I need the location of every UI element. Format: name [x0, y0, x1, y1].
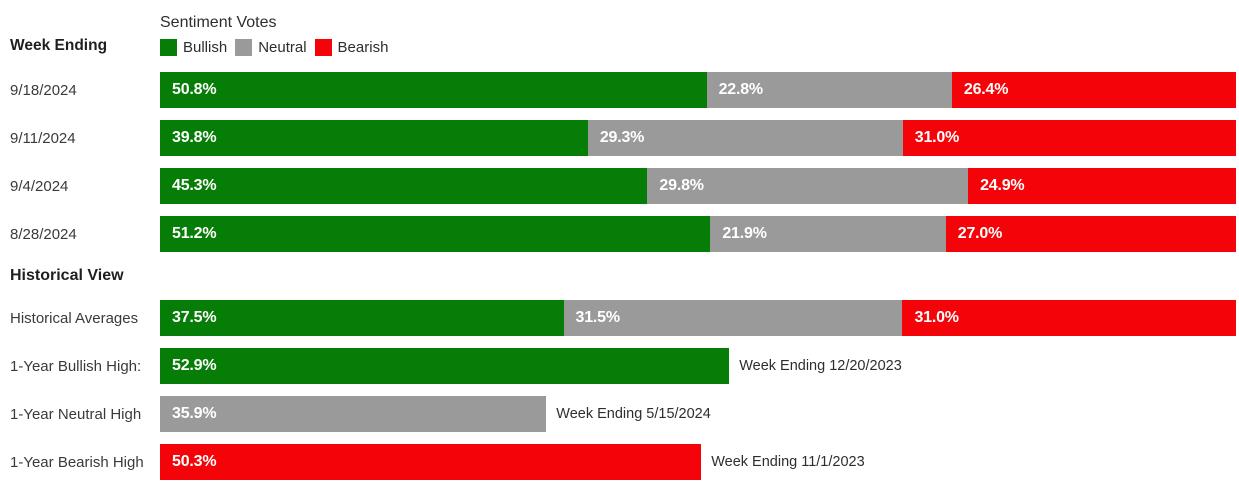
bullish-value-label: 50.8% [172, 81, 217, 98]
bullish-bar-segment: 45.3% [160, 168, 648, 204]
historical-averages-row: Historical Averages 37.5% 31.5% 31.0% [0, 294, 1239, 342]
bearish-value-label: 31.0% [914, 309, 959, 326]
title-and-legend: Sentiment Votes Bullish Neutral Bearish [160, 0, 1239, 66]
week-date-label: 9/18/2024 [10, 81, 77, 99]
neutral-value-label: 21.9% [722, 225, 767, 242]
neutral-bar-segment: 29.8% [647, 168, 969, 204]
week-ending-annotation: Week Ending 12/20/2023 [739, 358, 902, 374]
stacked-bar: 37.5% 31.5% 31.0% [160, 300, 1236, 336]
sentiment-row-week-2: 9/11/2024 39.8% 29.3% 31.0% [0, 114, 1239, 162]
legend-item-neutral: Neutral [235, 39, 307, 56]
stacked-bar: 50.8% 22.8% 26.4% [160, 72, 1236, 108]
bullish-high-label: 1-Year Bullish High: [10, 357, 142, 375]
neutral-bar-segment: 35.9% [160, 396, 547, 432]
bearish-value-label: 27.0% [957, 225, 1003, 242]
bullish-bar-segment: 51.2% [160, 216, 711, 252]
neutral-value-label: 35.9% [172, 405, 217, 422]
bearish-value-label: 26.4% [963, 81, 1009, 98]
legend: Bullish Neutral Bearish [160, 39, 1239, 56]
bullish-bar-segment: 37.5% [160, 300, 564, 336]
stacked-bar: 45.3% 29.8% 24.9% [160, 168, 1236, 204]
neutral-bar-segment: 21.9% [710, 216, 946, 252]
week-ending-annotation: Week Ending 11/1/2023 [711, 454, 865, 470]
legend-label-bullish: Bullish [183, 39, 228, 56]
single-bar: 50.3% Week Ending 11/1/2023 [160, 444, 1236, 480]
bullish-high-row: 1-Year Bullish High: 52.9% Week Ending 1… [0, 342, 1239, 390]
chart-title: Sentiment Votes [160, 14, 277, 31]
stacked-bar: 51.2% 21.9% 27.0% [160, 216, 1236, 252]
bearish-bar-segment: 24.9% [968, 168, 1236, 204]
bearish-bar-segment: 50.3% [160, 444, 702, 480]
legend-label-neutral: Neutral [258, 39, 307, 56]
bearish-value-label: 24.9% [980, 177, 1025, 194]
chart-header: Week Ending Sentiment Votes Bullish Neut… [0, 0, 1239, 66]
bullish-bar-segment: 52.9% [160, 348, 730, 384]
stacked-bar: 39.8% 29.3% 31.0% [160, 120, 1236, 156]
neutral-high-label: 1-Year Neutral High [10, 405, 142, 423]
sentiment-row-week-3: 9/4/2024 45.3% 29.8% 24.9% [0, 162, 1239, 210]
historical-averages-label: Historical Averages [10, 309, 139, 327]
week-date-label: 9/11/2024 [10, 129, 76, 147]
bullish-bar-segment: 50.8% [160, 72, 707, 108]
neutral-value-label: 22.8% [718, 81, 764, 98]
sentiment-row-week-1: 9/18/2024 50.8% 22.8% 26.4% [0, 66, 1239, 114]
neutral-bar-segment: 22.8% [706, 72, 952, 108]
bullish-value-label: 45.3% [172, 177, 217, 194]
bullish-value-label: 51.2% [172, 225, 217, 242]
week-ending-column-header: Week Ending [0, 0, 160, 66]
bullish-swatch-icon [160, 39, 177, 56]
neutral-bar-segment: 31.5% [563, 300, 903, 336]
bullish-bar-segment: 39.8% [160, 120, 588, 156]
sentiment-row-week-4: 8/28/2024 51.2% 21.9% 27.0% [0, 210, 1239, 258]
single-bar: 35.9% Week Ending 5/15/2024 [160, 396, 1236, 432]
historical-view-heading-row: Historical View [0, 258, 1239, 294]
bearish-value-label: 50.3% [172, 453, 217, 470]
week-ending-label: Week Ending [10, 37, 108, 54]
bearish-high-row: 1-Year Bearish High 50.3% Week Ending 11… [0, 438, 1239, 486]
bearish-value-label: 31.0% [914, 129, 960, 146]
historical-view-heading: Historical View [10, 267, 124, 284]
bullish-value-label: 39.8% [172, 129, 217, 146]
week-date-label: 8/28/2024 [10, 225, 77, 243]
bullish-value-label: 52.9% [172, 357, 217, 374]
neutral-high-row: 1-Year Neutral High 35.9% Week Ending 5/… [0, 390, 1239, 438]
neutral-value-label: 29.8% [659, 177, 704, 194]
neutral-swatch-icon [235, 39, 253, 56]
legend-item-bearish: Bearish [314, 39, 389, 56]
bearish-bar-segment: 31.0% [902, 120, 1236, 156]
neutral-value-label: 31.5% [575, 309, 621, 326]
neutral-value-label: 29.3% [599, 129, 645, 146]
legend-item-bullish: Bullish [160, 39, 227, 56]
bearish-bar-segment: 26.4% [951, 72, 1236, 108]
legend-label-bearish: Bearish [337, 39, 389, 56]
bearish-bar-segment: 31.0% [902, 300, 1236, 336]
bearish-bar-segment: 27.0% [945, 216, 1236, 252]
neutral-bar-segment: 29.3% [587, 120, 903, 156]
week-date-label: 9/4/2024 [10, 177, 69, 195]
bearish-high-label: 1-Year Bearish High [10, 453, 144, 471]
week-ending-annotation: Week Ending 5/15/2024 [556, 406, 711, 422]
single-bar: 52.9% Week Ending 12/20/2023 [160, 348, 1236, 384]
bearish-swatch-icon [314, 39, 332, 56]
bullish-value-label: 37.5% [172, 309, 217, 326]
